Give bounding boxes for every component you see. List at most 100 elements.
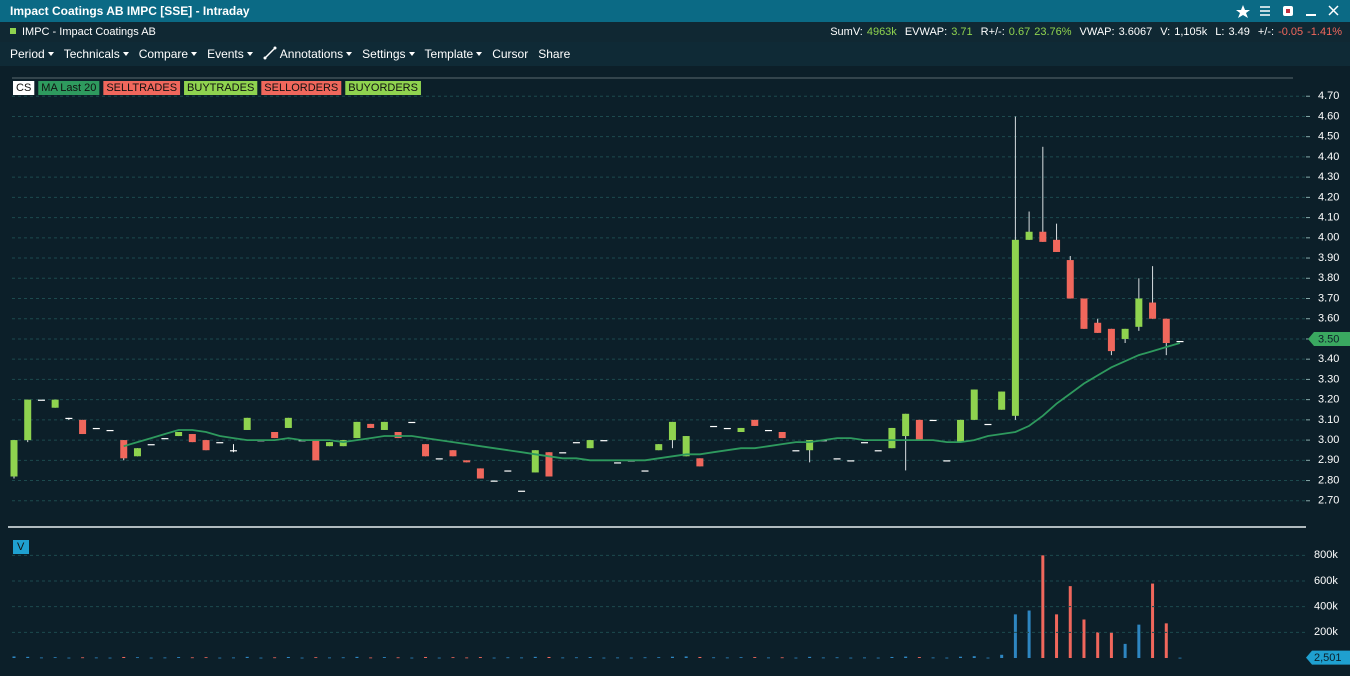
legend-tag-box [184, 81, 258, 95]
candle-body [51, 399, 59, 408]
favorite-icon[interactable] [1236, 5, 1250, 18]
volume-bar [341, 657, 345, 659]
volume-bar [931, 657, 935, 659]
app-icon-inner [1286, 9, 1290, 13]
menu-item[interactable]: Cursor [492, 47, 529, 61]
stat-value: 1,105k [1174, 26, 1208, 38]
y-tick-label: 4.60 [1318, 110, 1339, 122]
y-tick-label: 3.90 [1318, 252, 1339, 264]
candle-body [1107, 328, 1115, 352]
candle-body [1149, 302, 1157, 319]
volume-bar [53, 657, 57, 659]
legend-tag: BUYTRADES [184, 81, 258, 95]
menu-item[interactable]: Period [10, 42, 54, 66]
candle-body [860, 442, 868, 444]
candle-body [668, 421, 676, 441]
volume-bar [849, 657, 853, 659]
stat-value: 3.6067 [1118, 26, 1153, 38]
volume-bar [39, 657, 43, 659]
candle-body [161, 438, 169, 440]
candle-body [888, 427, 896, 449]
volume-bar [684, 656, 688, 658]
volume-bar [520, 657, 524, 659]
candle-body [271, 432, 279, 439]
volume-tag-box [13, 540, 29, 554]
candle-body [641, 470, 649, 472]
volume-bar [492, 657, 496, 659]
candle-body [79, 419, 87, 435]
candle-body [943, 460, 951, 462]
candle-body [957, 419, 965, 443]
stat-value: 3.49 [1228, 26, 1250, 38]
volume-bar [1151, 583, 1155, 658]
volume-bar [478, 657, 482, 658]
y-tick-label: 3.00 [1318, 434, 1339, 446]
volume-bar [561, 657, 565, 659]
y-tick-label: 3.70 [1318, 292, 1339, 304]
legend-tag-box [13, 81, 35, 95]
menu-item[interactable]: Events [207, 42, 253, 66]
volume-bar [1096, 632, 1100, 658]
candle-body [353, 421, 361, 439]
legend-tag-text: BUYTRADES [187, 82, 254, 94]
stat-label: SumV: [830, 26, 863, 38]
candle-body [1135, 298, 1143, 327]
last-price-label: 3.50 [1318, 333, 1339, 345]
stat-value: 3.71 [951, 26, 973, 38]
stat-label: V: [1160, 26, 1171, 38]
volume-bar [986, 657, 990, 659]
volume-bar [245, 656, 249, 658]
stat-label: EVWAP: [904, 26, 948, 38]
candle-body [915, 419, 923, 441]
volume-last-label: 2,501 [1314, 652, 1342, 664]
y-tick-label: 4.70 [1318, 90, 1339, 102]
volume-bar [657, 657, 661, 659]
candle-body [367, 423, 375, 428]
candle-body [65, 417, 73, 420]
volume-bar [616, 657, 620, 659]
menu-icon[interactable] [1260, 6, 1270, 16]
volume-bar [314, 657, 318, 659]
volume-bar [1013, 614, 1017, 658]
candle-body [614, 462, 622, 464]
legend-tag-text: BUYORDERS [348, 82, 418, 94]
menu-item[interactable]: Technicals [64, 42, 129, 66]
stat-label: VWAP: [1079, 26, 1115, 38]
candle-body [792, 450, 800, 452]
volume-bar [670, 656, 674, 658]
y-tick-label: 3.80 [1318, 272, 1339, 284]
candle-body [778, 432, 786, 439]
stat-value: -1.41% [1307, 26, 1342, 38]
candle-body [147, 444, 155, 446]
close-button[interactable] [1328, 5, 1339, 16]
candle-body [463, 460, 471, 463]
volume-bar [328, 657, 332, 659]
candle-body [929, 419, 937, 422]
volume-bar [629, 657, 633, 659]
volume-bar [821, 657, 825, 659]
volume-bar [547, 656, 551, 658]
volume-bar [410, 657, 414, 659]
candle-body [1176, 340, 1184, 343]
window-controls [1236, 5, 1339, 18]
menu-item[interactable]: Template [425, 42, 483, 66]
candle-body [572, 442, 580, 444]
y-tick-label: 2.80 [1318, 474, 1339, 486]
legend-tag-box [261, 81, 342, 95]
menu-item[interactable]: Compare [139, 42, 197, 66]
menu-item[interactable]: Settings [362, 42, 414, 66]
volume-bar [1109, 632, 1113, 658]
y-tick-label: 4.10 [1318, 211, 1339, 223]
volume-bar [753, 657, 757, 658]
candle-body [518, 490, 526, 492]
legend-tag: SELLORDERS [261, 81, 342, 95]
candle-body [751, 419, 759, 426]
menu-item[interactable]: Share [538, 47, 571, 61]
legend-tag-text: SELLTRADES [106, 82, 177, 94]
candle-body [216, 442, 224, 444]
volume-bar [108, 657, 112, 659]
volume-bar [67, 657, 71, 659]
stat-value: 23.76% [1034, 26, 1072, 38]
menu-item[interactable]: Annotations [263, 42, 352, 66]
volume-bar [643, 657, 647, 659]
